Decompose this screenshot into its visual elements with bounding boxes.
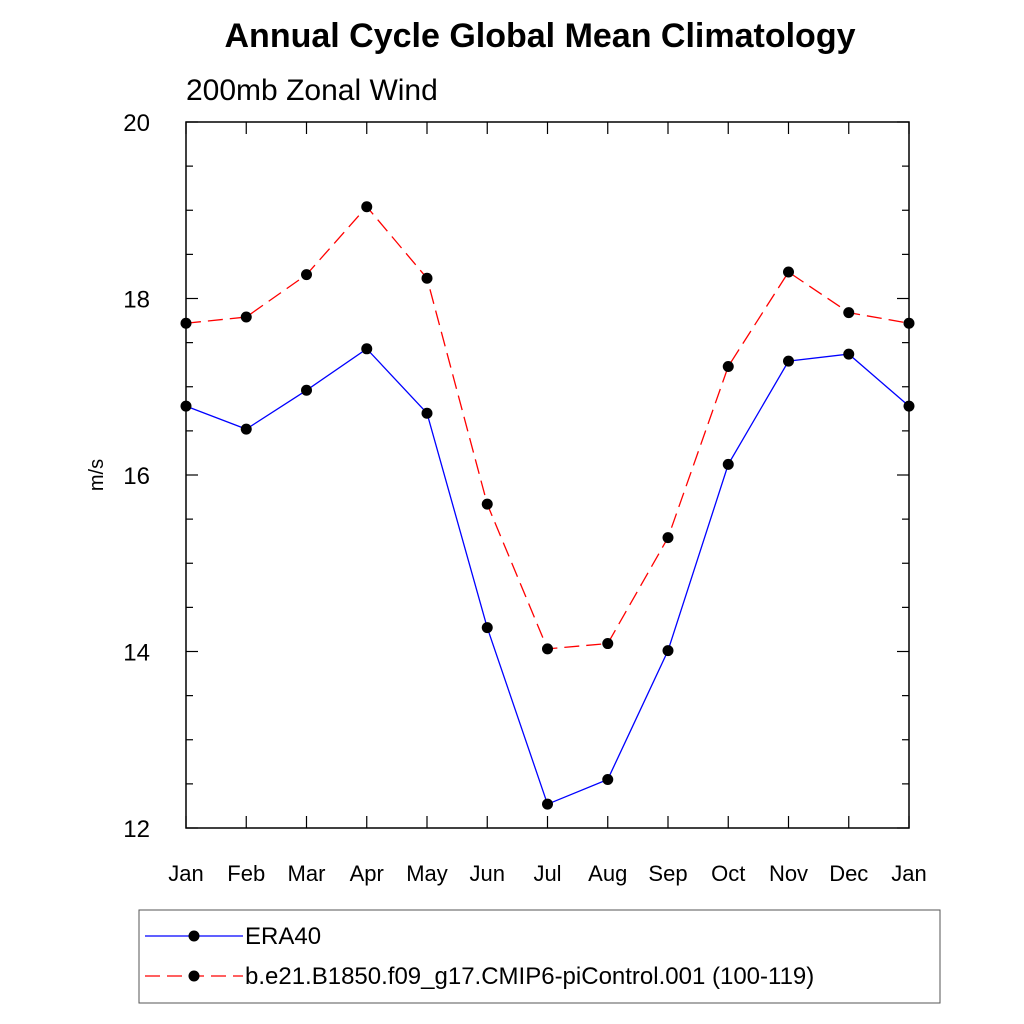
y-axis-label: m/s — [86, 459, 108, 491]
y-tick-label: 18 — [123, 287, 150, 314]
y-tick-labels: 12 14 16 18 20 — [123, 110, 150, 843]
data-point — [481, 622, 493, 634]
x-tick-label: Nov — [769, 861, 808, 886]
data-point — [240, 311, 252, 323]
x-tick-label: Jul — [533, 861, 561, 886]
data-point — [783, 266, 794, 278]
data-point — [843, 348, 855, 360]
legend-label: ERA40 — [245, 923, 321, 950]
data-point — [722, 360, 734, 372]
data-point — [783, 355, 794, 367]
data-point — [602, 638, 614, 650]
x-tick-label: Aug — [588, 861, 627, 886]
data-point — [421, 407, 433, 419]
x-tick-label: Jan — [168, 861, 203, 886]
x-tick-label: Oct — [711, 861, 745, 886]
data-point — [542, 643, 553, 655]
x-tick-label: Jun — [470, 861, 505, 886]
data-point — [361, 201, 373, 213]
data-point — [662, 645, 674, 657]
axis-ticks — [185, 121, 910, 829]
x-tick-label: Dec — [829, 861, 868, 886]
x-tick-label: Jan — [891, 861, 926, 886]
x-tick-label: Feb — [227, 861, 265, 886]
chart-title: Annual Cycle Global Mean Climatology — [225, 17, 856, 55]
series-line — [185, 347, 910, 806]
y-tick-label: 12 — [123, 816, 150, 843]
plot-frame — [185, 121, 910, 829]
y-tick-label: 16 — [123, 463, 150, 490]
series-layer — [180, 201, 915, 810]
series-1 — [180, 343, 915, 810]
data-point — [542, 798, 553, 810]
data-point — [843, 307, 855, 319]
data-point — [361, 343, 373, 355]
series-2 — [180, 201, 915, 655]
chart-subtitle: 200mb Zonal Wind — [186, 74, 438, 107]
legend-label: b.e21.B1850.f09_g17.CMIP6-piControl.001 … — [245, 963, 814, 990]
y-tick-label: 14 — [123, 640, 150, 667]
data-point — [662, 532, 674, 544]
data-point — [240, 423, 252, 435]
data-point — [301, 269, 312, 281]
x-tick-label: Sep — [648, 861, 687, 886]
series-line — [185, 205, 910, 650]
legend-marker — [188, 930, 200, 942]
data-point — [602, 773, 614, 785]
legend: ERA40 b.e21.B1850.f09_g17.CMIP6-piControl… — [138, 909, 941, 1004]
x-tick-label: Apr — [350, 861, 384, 886]
x-tick-label: Mar — [288, 861, 326, 886]
data-point — [301, 384, 312, 396]
data-point — [481, 498, 493, 510]
legend-marker — [188, 970, 200, 982]
legend-box — [138, 909, 941, 1004]
data-point — [421, 272, 433, 284]
x-tick-labels: Jan Feb Mar Apr May Jun Jul Aug Sep Oct Nov Dec Jan — [168, 861, 926, 886]
x-tick-label: May — [406, 861, 448, 886]
y-tick-label: 20 — [123, 110, 150, 137]
data-point — [722, 458, 734, 470]
